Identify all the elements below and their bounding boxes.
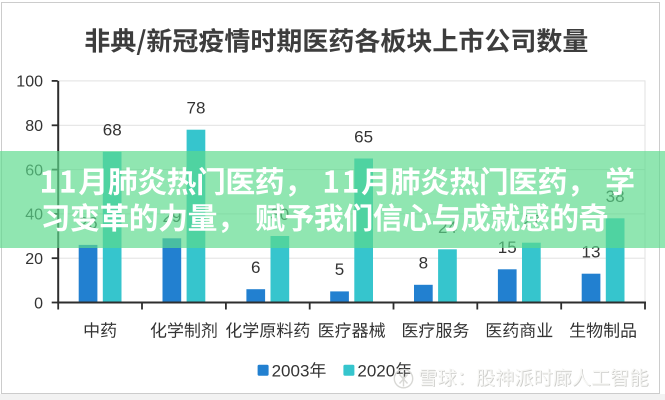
svg-text:5: 5 xyxy=(335,260,344,279)
svg-text:6: 6 xyxy=(251,258,260,277)
svg-text:20: 20 xyxy=(25,251,43,268)
svg-text:0: 0 xyxy=(34,295,43,312)
svg-text:8: 8 xyxy=(419,254,428,273)
svg-text:100: 100 xyxy=(16,74,43,91)
svg-text:80: 80 xyxy=(25,118,43,135)
svg-text:65: 65 xyxy=(354,127,373,146)
svg-text:78: 78 xyxy=(187,99,206,118)
svg-text:68: 68 xyxy=(103,121,122,140)
svg-text:2003: 2003 xyxy=(272,361,310,380)
svg-text:2020: 2020 xyxy=(357,361,395,380)
